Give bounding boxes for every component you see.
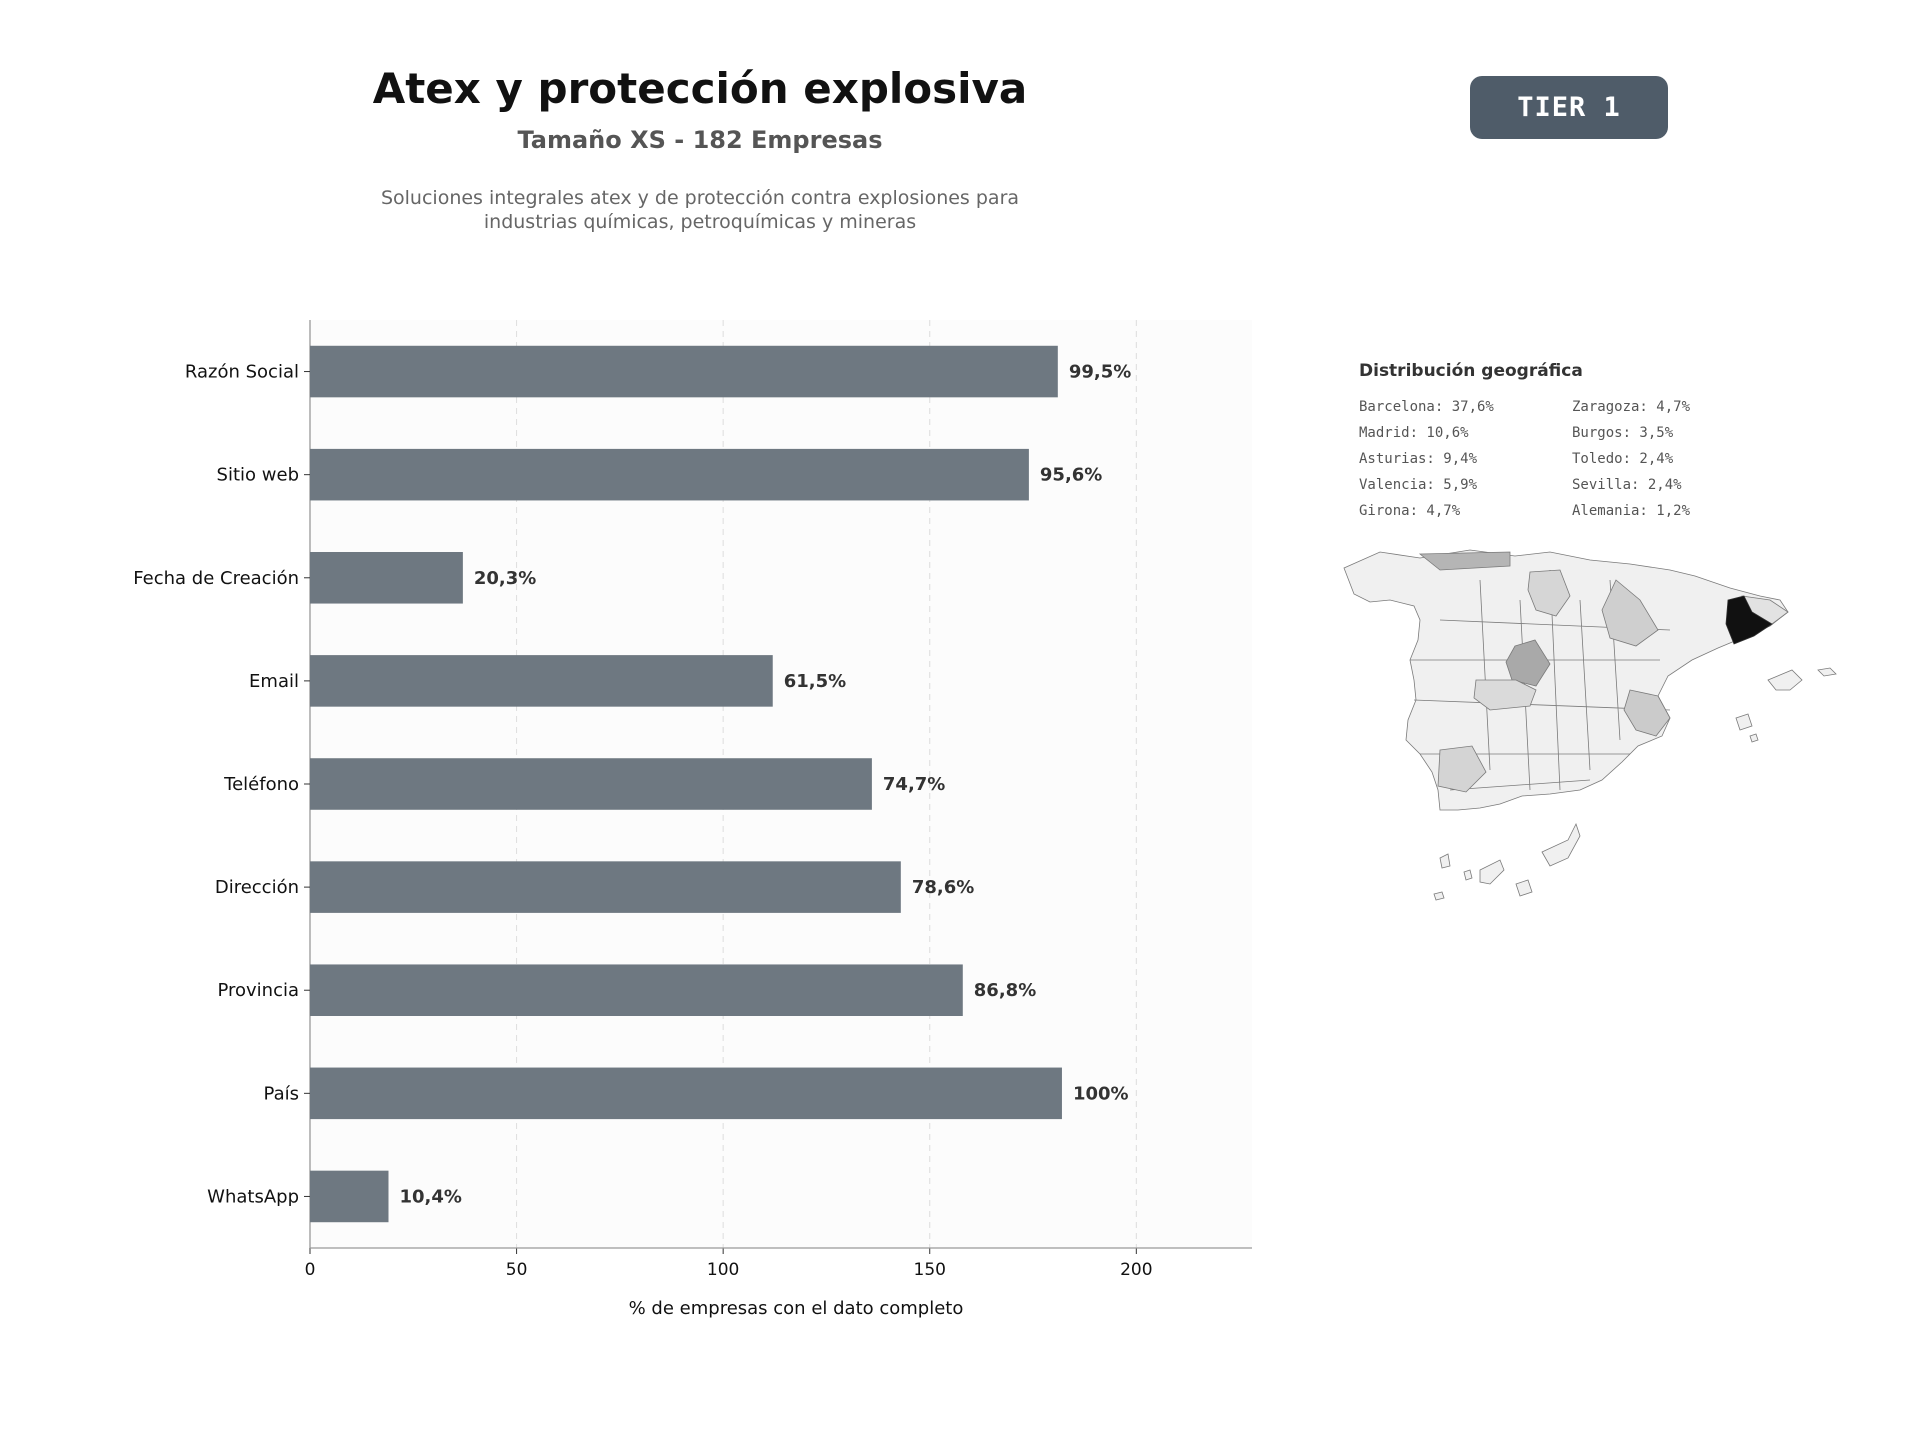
geo-item: Madrid: 10,6% [1359,425,1469,441]
x-tick-label: 0 [305,1260,316,1280]
description-line-1: Soluciones integrales atex y de protecci… [380,187,1020,209]
geo-distribution-list: Barcelona: 37,6% Zaragoza: 4,7% Madrid: … [1359,398,1779,521]
valencia-region [1623,689,1671,737]
asturias-region [1418,551,1511,571]
bar [310,861,901,913]
bar [310,964,963,1016]
geo-item: Toledo: 2,4% [1572,451,1674,467]
balearic-islands [1735,667,1837,743]
barcelona-region [1725,595,1773,645]
bar [310,552,463,604]
bar [310,1170,389,1223]
y-tick-label: Razón Social [185,362,299,383]
y-tick-label: Fecha de Creación [133,568,299,589]
bar [310,655,773,707]
data-label: 78,6% [912,877,974,898]
bar [310,448,1029,501]
data-label: 99,5% [1069,362,1131,383]
zaragoza-region [1601,579,1659,647]
x-tick-label: 100 [707,1260,739,1280]
data-label: 61,5% [784,671,846,692]
geo-item: Barcelona: 37,6% [1359,399,1494,415]
spain-map-graphic [1343,549,1837,901]
spain-map [1340,540,1850,914]
geo-item: Zaragoza: 4,7% [1572,399,1691,415]
burgos-region [1527,569,1571,617]
data-label: 74,7% [883,774,945,795]
sevilla-region [1437,745,1487,793]
geo-item: Sevilla: 2,4% [1572,477,1682,493]
x-axis-label: % de empresas con el dato completo [629,1298,964,1319]
tier-badge: TIER 1 [1470,76,1668,139]
y-tick-label: Teléfono [223,774,299,795]
bar [310,345,1058,398]
toledo-region [1473,679,1537,711]
bar [310,758,872,810]
data-label: 10,4% [400,1186,462,1207]
y-tick-label: WhatsApp [207,1186,299,1207]
geo-item: Alemania: 1,2% [1572,503,1691,519]
geo-item: Girona: 4,7% [1359,503,1461,519]
geo-item: Burgos: 3,5% [1572,425,1674,441]
canary-islands [1433,822,1581,901]
x-tick-label: 50 [506,1260,528,1280]
page-title: Atex y protección explosiva [372,64,1028,113]
y-tick-label: Email [249,671,299,692]
bar [310,1067,1062,1120]
y-tick-label: Dirección [215,877,299,898]
completeness-bar-chart: 0 50 100 150 200 Razón Social 99,5% Sitio web 95… [133,320,1252,1319]
peninsula-shape [1343,549,1789,811]
x-tick-label: 200 [1120,1260,1152,1280]
geo-item: Asturias: 9,4% [1359,451,1478,467]
y-tick-label: País [264,1083,299,1104]
data-label: 95,6% [1040,465,1102,486]
page-description: Soluciones integrales atex y de protecci… [250,186,1150,234]
y-tick-label: Sitio web [217,465,299,486]
description-line-2: industrias químicas, petroquímicas y min… [483,211,917,233]
data-label: 86,8% [974,980,1036,1001]
data-label: 20,3% [474,568,536,589]
madrid-region [1505,639,1551,687]
page-subtitle: Tamaño XS - 182 Empresas [517,126,883,154]
y-tick-label: Provincia [217,980,299,1001]
geo-item: Valencia: 5,9% [1359,477,1478,493]
geo-distribution-title: Distribución geográfica [1359,361,1583,381]
x-tick-label: 150 [914,1260,946,1280]
data-label: 100% [1073,1083,1129,1104]
